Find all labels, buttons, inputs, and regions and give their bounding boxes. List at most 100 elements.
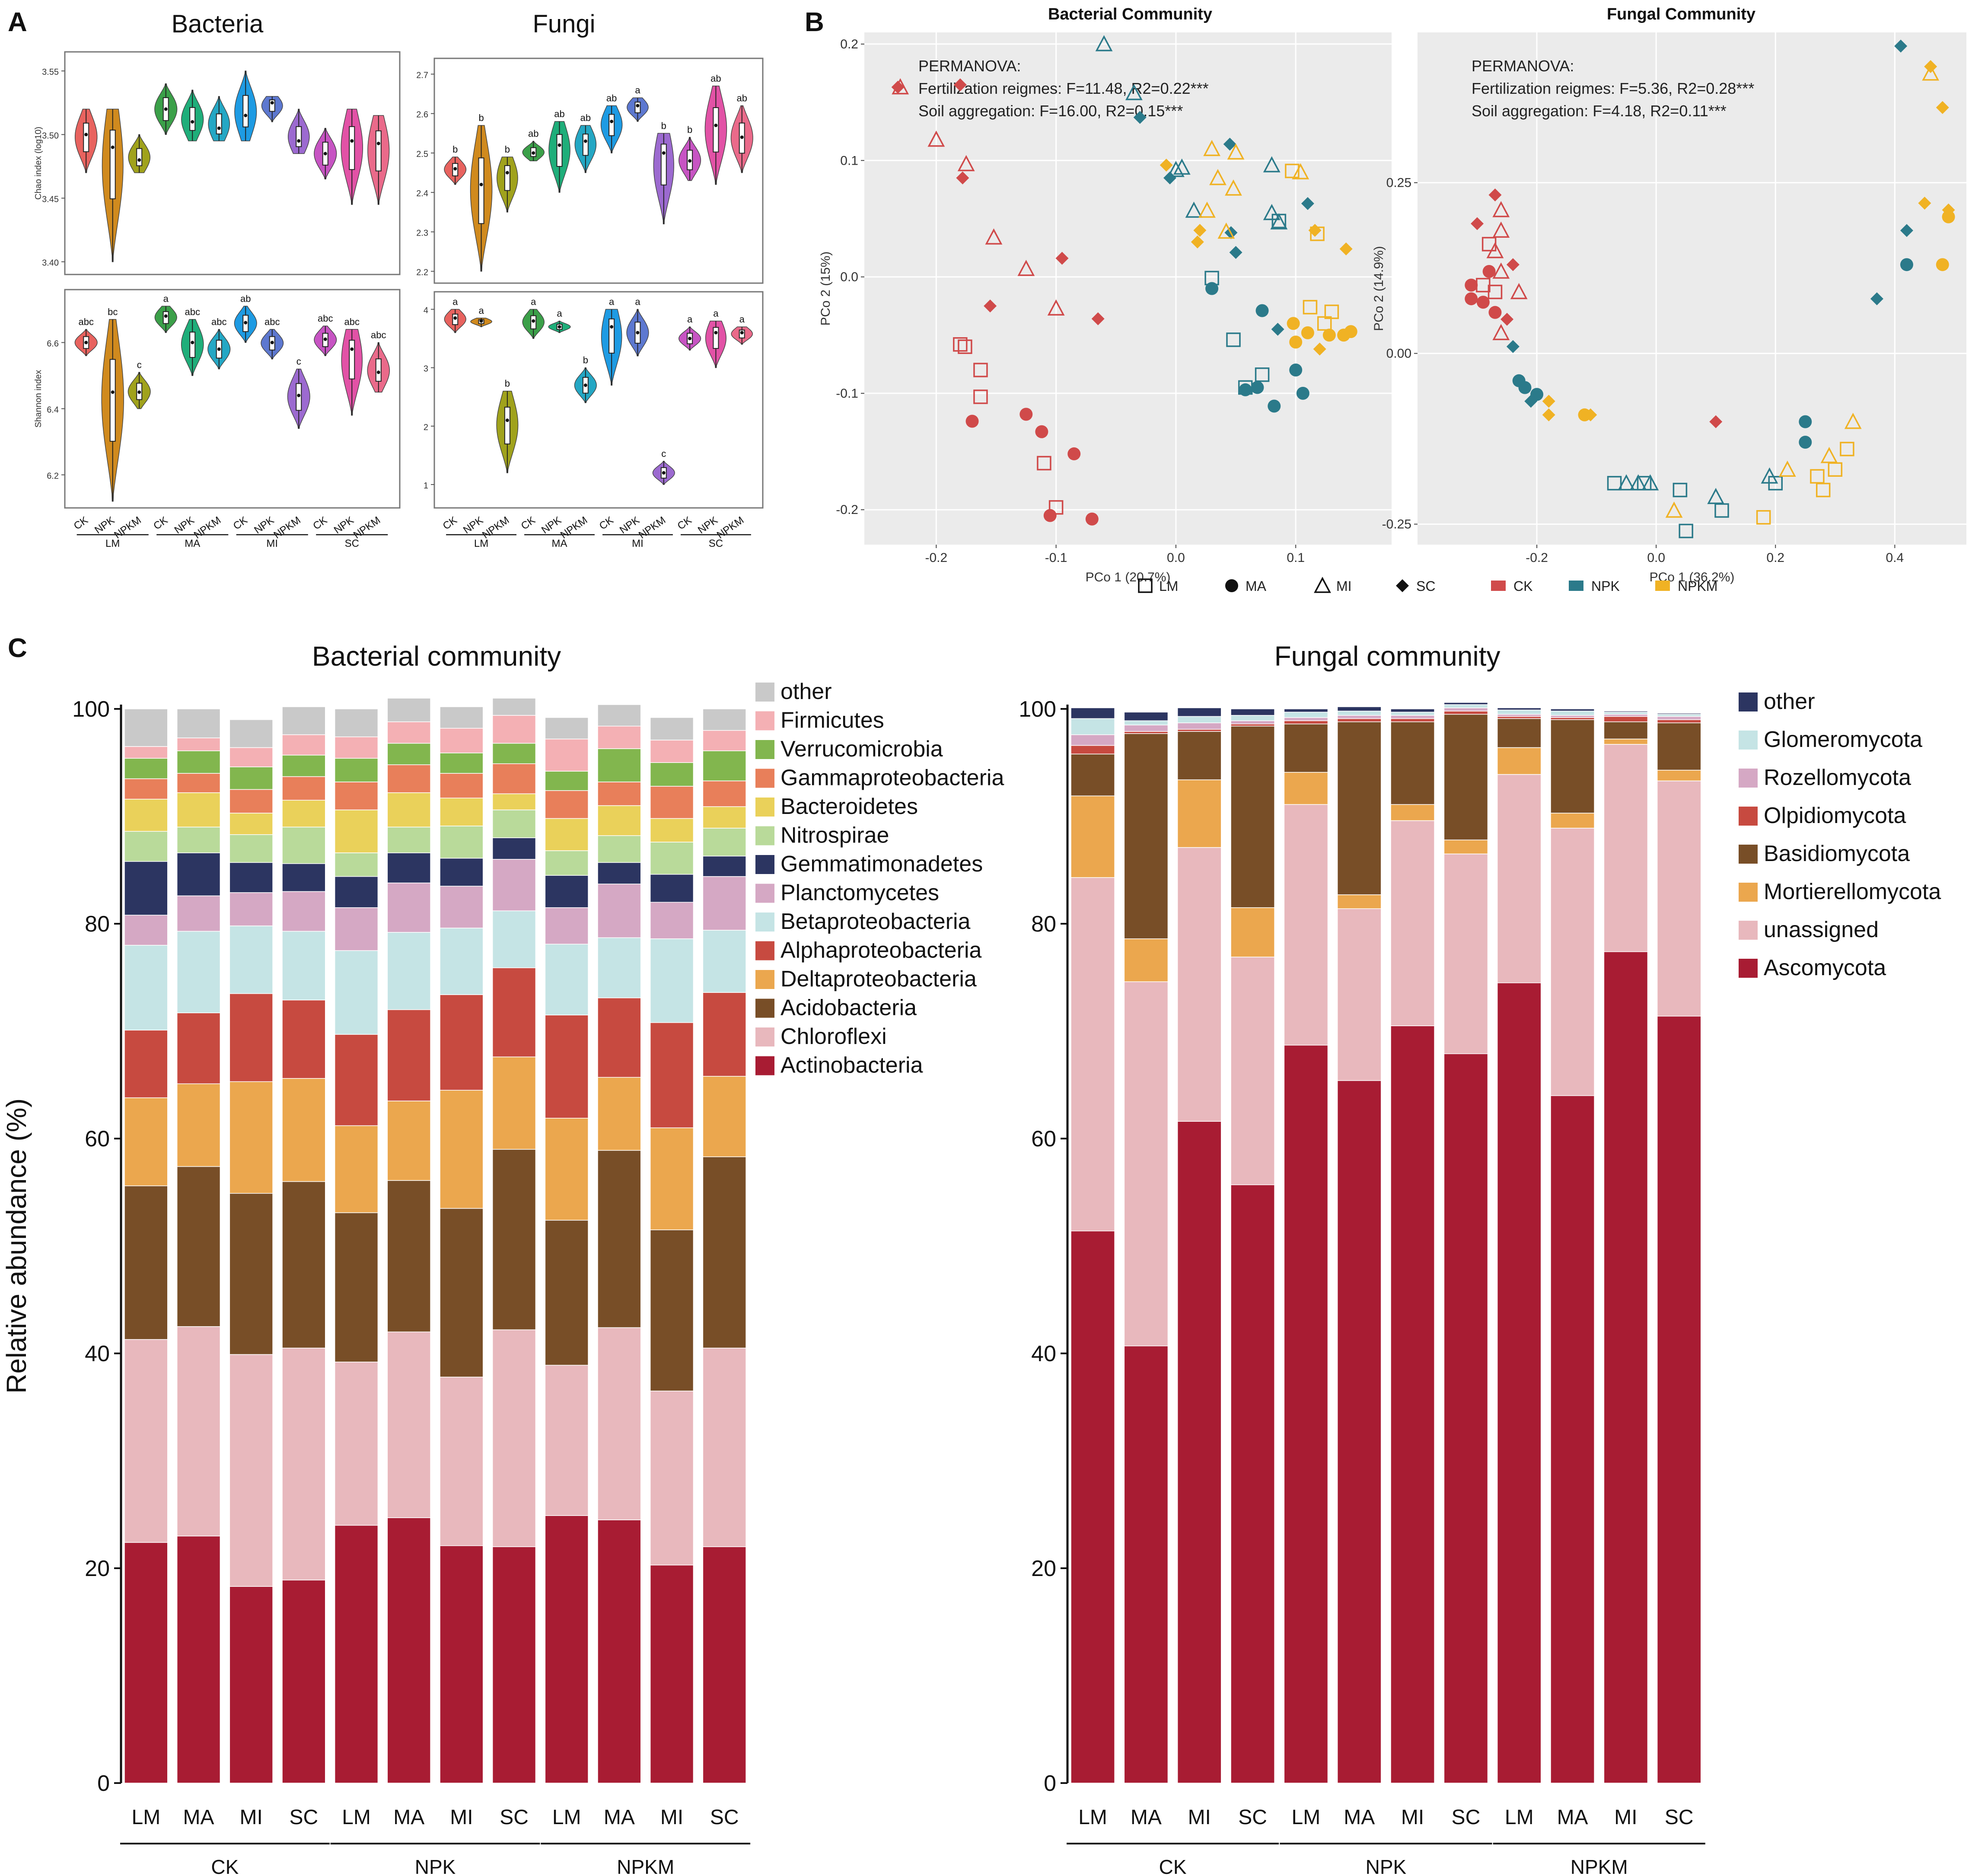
- bar-segment: [1550, 1095, 1595, 1783]
- y-tick-label: 3: [424, 364, 428, 374]
- scatter-point-ma: [1085, 512, 1099, 526]
- x-tick-label: CK: [675, 514, 694, 532]
- bar-segment: [1390, 721, 1435, 805]
- panel-label-a: A: [8, 7, 27, 37]
- bar-segment: [1177, 707, 1222, 717]
- scatter-point-lm: [1679, 523, 1693, 539]
- bar-segment: [387, 698, 431, 722]
- bar-segment: [650, 902, 694, 939]
- legend-label: Glomeromycota: [1764, 727, 1922, 752]
- legend-label: MA: [1246, 578, 1267, 594]
- bar-segment: [334, 736, 379, 759]
- x-tick-label: SC: [500, 1806, 529, 1829]
- bar-segment: [1284, 772, 1328, 805]
- legend-swatch: [755, 970, 774, 989]
- group-label: CK: [1159, 1856, 1187, 1876]
- bar-segment: [650, 1127, 694, 1230]
- x-tick-label: SC: [1665, 1806, 1694, 1829]
- bar-segment: [1124, 1345, 1169, 1783]
- significance-letter: a: [635, 297, 640, 307]
- y-tick-label: 2.2: [416, 268, 428, 278]
- bar-segment: [1284, 708, 1328, 713]
- legend-swatch: [755, 740, 774, 759]
- bar-segment: [597, 782, 641, 806]
- violin-median: [137, 390, 141, 394]
- legend-swatch: [755, 1027, 774, 1046]
- group-label: NPKM: [617, 1856, 674, 1876]
- bar-segment: [1390, 715, 1435, 719]
- violin-median: [191, 341, 194, 345]
- violin-median: [479, 182, 483, 186]
- y-tick-label: 3.40: [42, 258, 59, 268]
- legend-label: unassigned: [1764, 917, 1879, 942]
- bar-segment: [1070, 745, 1115, 755]
- y-tick-label: 2: [424, 423, 428, 432]
- bar-segment: [545, 850, 589, 876]
- bar-segment: [387, 764, 431, 793]
- violin-median: [350, 139, 354, 143]
- scatter-point-sc: [1870, 292, 1883, 306]
- bar-segment: [1177, 1121, 1222, 1783]
- bar-segment: [124, 758, 168, 779]
- significance-letter: abc: [318, 313, 333, 324]
- scatter-point-mi: [957, 155, 975, 172]
- bar-segment: [176, 773, 221, 793]
- bar-segment: [1497, 774, 1542, 983]
- legend-label: Gammaproteobacteria: [781, 766, 1004, 791]
- scatter-point-mi: [1017, 259, 1035, 276]
- scatter-point-mi: [1492, 324, 1510, 340]
- violin-box: [189, 332, 196, 358]
- significance-letter: bc: [108, 306, 118, 317]
- scatter-point-sc: [1339, 242, 1353, 255]
- scatter-point-ma: [1322, 329, 1336, 342]
- bar-segment: [597, 997, 641, 1078]
- scatter-point-ma: [1289, 335, 1303, 349]
- scatter-point-mi: [1185, 201, 1203, 218]
- x-tick-label: SC: [1238, 1806, 1267, 1829]
- bar-segment: [1497, 747, 1542, 775]
- bar-segment: [387, 932, 431, 1010]
- violin-median: [688, 337, 692, 341]
- violin-box: [349, 126, 355, 170]
- x-tick-label: CK: [231, 514, 250, 532]
- scatter-point-lm: [1303, 300, 1318, 315]
- bar-segment: [334, 1034, 379, 1126]
- bar-segment: [650, 786, 694, 819]
- legend-swatch: [755, 826, 774, 845]
- violin-box: [349, 340, 355, 380]
- scatter-point-sc: [1936, 101, 1949, 114]
- bar-segment: [492, 763, 536, 794]
- bar-segment: [1284, 717, 1328, 721]
- bar-segment: [545, 717, 589, 740]
- x-tick-label: MA: [1557, 1806, 1588, 1829]
- bar-segment: [545, 1220, 589, 1366]
- scatter-point-lm: [973, 389, 988, 404]
- bar-segment: [1550, 708, 1595, 711]
- legend-label: Alphaproteobacteria: [781, 938, 982, 963]
- bar-segment: [1337, 721, 1382, 895]
- bar-segment: [1337, 715, 1382, 719]
- bar-segment: [440, 1208, 484, 1378]
- scatter-point-sc: [1924, 60, 1937, 73]
- scatter-point-ma: [1301, 326, 1314, 339]
- scatter-point-sc: [1584, 408, 1597, 421]
- bar-segment: [440, 753, 484, 774]
- bar-segment: [1070, 734, 1115, 746]
- violin-box: [608, 318, 615, 354]
- violin-box: [713, 107, 719, 153]
- violin-median: [164, 107, 168, 111]
- scatter-point-sc: [1223, 137, 1236, 151]
- violin-median: [583, 383, 587, 387]
- bar-segment: [597, 726, 641, 749]
- x-tick-label: 0.2: [1766, 551, 1784, 565]
- chart-title: Fungal community: [1274, 641, 1501, 672]
- violin-median: [740, 331, 744, 335]
- subpanel-title-bacteria: Bacteria: [172, 10, 264, 38]
- x-tick-label: NPKM: [271, 514, 303, 541]
- x-tick-label: MI: [240, 1806, 263, 1829]
- bar-segment: [1284, 1045, 1328, 1783]
- bar-segment: [1070, 753, 1115, 797]
- bar-segment: [440, 1376, 484, 1546]
- bar-segment: [650, 1022, 694, 1128]
- bar-segment: [334, 1125, 379, 1213]
